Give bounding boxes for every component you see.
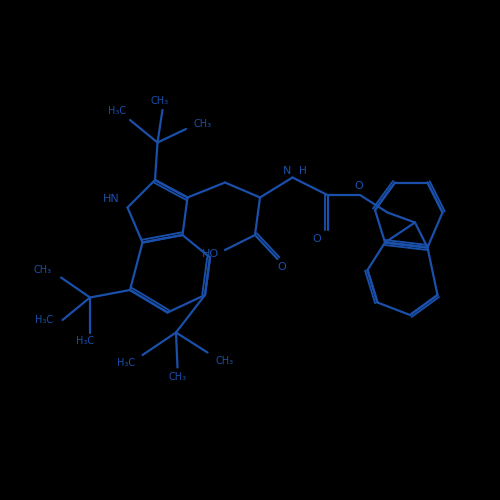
- Text: H₃C: H₃C: [117, 358, 135, 368]
- Text: CH₃: CH₃: [215, 356, 233, 366]
- Text: CH₃: CH₃: [194, 119, 212, 129]
- Text: N: N: [283, 166, 292, 176]
- Text: O: O: [277, 262, 286, 272]
- Text: CH₃: CH₃: [151, 96, 169, 106]
- Text: CH₃: CH₃: [168, 372, 186, 382]
- Text: H: H: [298, 166, 306, 176]
- Text: CH₃: CH₃: [34, 265, 52, 275]
- Text: HN: HN: [104, 194, 120, 203]
- Text: H₃C: H₃C: [36, 315, 54, 325]
- Text: O: O: [313, 234, 322, 244]
- Text: H₃C: H₃C: [108, 106, 126, 117]
- Text: H₃C: H₃C: [76, 336, 94, 346]
- Text: HO: HO: [202, 249, 219, 259]
- Text: O: O: [354, 181, 364, 191]
